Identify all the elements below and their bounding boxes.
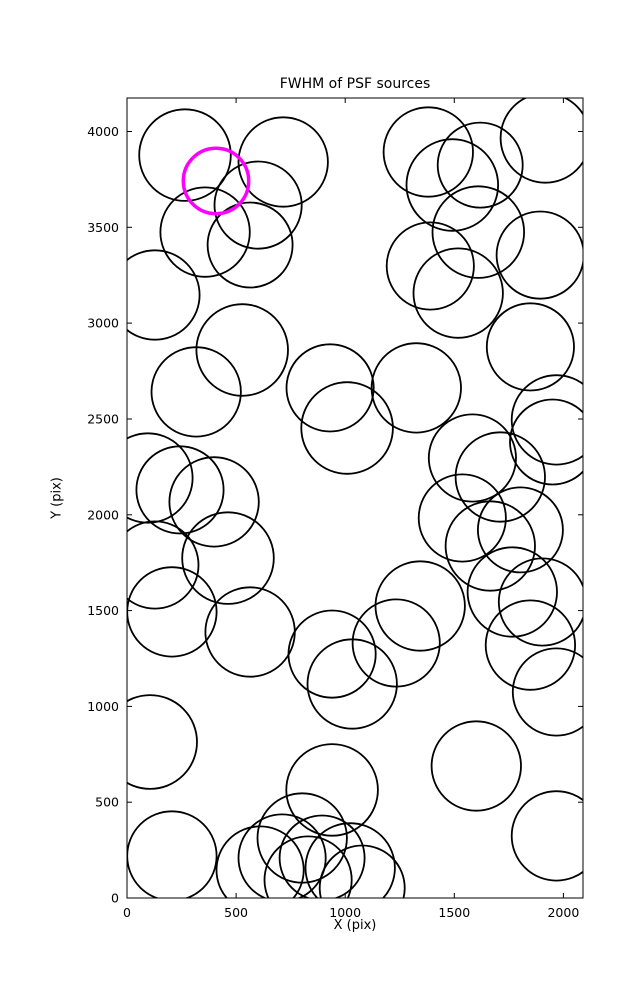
psf-circle xyxy=(278,814,366,898)
psf-circle xyxy=(495,210,583,300)
psf-circle xyxy=(304,822,396,898)
psf-circle xyxy=(511,647,583,737)
psf-circle xyxy=(499,98,583,184)
y-tick-label: 3000 xyxy=(87,316,119,331)
psf-circle xyxy=(412,247,504,339)
psf-circle xyxy=(135,445,225,535)
psf-circle xyxy=(417,473,507,563)
y-tick-label: 500 xyxy=(95,795,119,810)
psf-circle xyxy=(287,609,377,699)
y-tick-label: 1500 xyxy=(87,603,119,618)
psf-circle xyxy=(150,346,242,438)
psf-circle xyxy=(351,598,441,688)
psf-circle xyxy=(206,201,294,289)
psf-circle xyxy=(285,343,375,433)
y-tick-label: 4000 xyxy=(87,124,119,139)
y-tick-label: 0 xyxy=(111,891,119,906)
psf-circle xyxy=(318,844,406,898)
psf-circle xyxy=(285,743,379,837)
psf-circle xyxy=(127,249,201,341)
psf-circle xyxy=(256,792,348,884)
psf-circle xyxy=(385,221,475,311)
psf-circle xyxy=(195,303,289,397)
psf-circle xyxy=(263,835,353,898)
psf-circle xyxy=(213,160,303,250)
psf-circle xyxy=(510,790,583,882)
psf-circle xyxy=(181,511,275,605)
psf-circle xyxy=(431,185,525,279)
psf-circle xyxy=(510,374,583,466)
x-axis-label: X (pix) xyxy=(333,918,377,933)
x-tick-label: 1500 xyxy=(438,905,470,920)
psf-circle xyxy=(127,520,200,610)
x-tick-label: 500 xyxy=(224,905,248,920)
psf-circle xyxy=(374,560,466,652)
psf-circle xyxy=(127,566,218,658)
psf-circle xyxy=(215,825,305,898)
psf-circle xyxy=(127,694,198,790)
psf-circle xyxy=(477,486,564,574)
psf-circle xyxy=(497,557,583,647)
psf-circle xyxy=(127,810,218,898)
psf-circle xyxy=(444,500,536,592)
psf-circle xyxy=(168,456,260,548)
psf-circle xyxy=(509,398,583,486)
psf-circle xyxy=(237,813,327,898)
axes-frame xyxy=(126,97,584,899)
psf-circle xyxy=(484,599,577,691)
psf-circle xyxy=(454,431,546,523)
psf-circle xyxy=(427,413,517,503)
y-tick-label: 3500 xyxy=(87,220,119,235)
psf-circle xyxy=(237,116,329,208)
chart-title: FWHM of PSF sources xyxy=(279,76,431,92)
psf-circle xyxy=(485,302,575,392)
x-tick-label: 0 xyxy=(123,905,131,920)
psf-circle xyxy=(466,546,558,638)
y-tick-label: 2000 xyxy=(87,507,119,522)
psf-circle xyxy=(204,586,296,678)
y-tick-label: 2500 xyxy=(87,412,119,427)
psf-circle xyxy=(430,720,522,812)
y-tick-label: 1000 xyxy=(87,699,119,714)
psf-circle xyxy=(370,342,462,434)
psf-circle xyxy=(300,381,394,475)
psf-circle xyxy=(405,138,499,232)
psf-circle xyxy=(138,108,232,202)
psf-circle xyxy=(159,186,251,278)
psf-circles-layer xyxy=(127,98,583,898)
highlighted-psf-circle xyxy=(181,146,251,216)
psf-circle xyxy=(436,121,524,209)
x-tick-label: 2000 xyxy=(547,905,579,920)
psf-circle xyxy=(382,106,474,198)
x-tick-label: 1000 xyxy=(329,905,361,920)
